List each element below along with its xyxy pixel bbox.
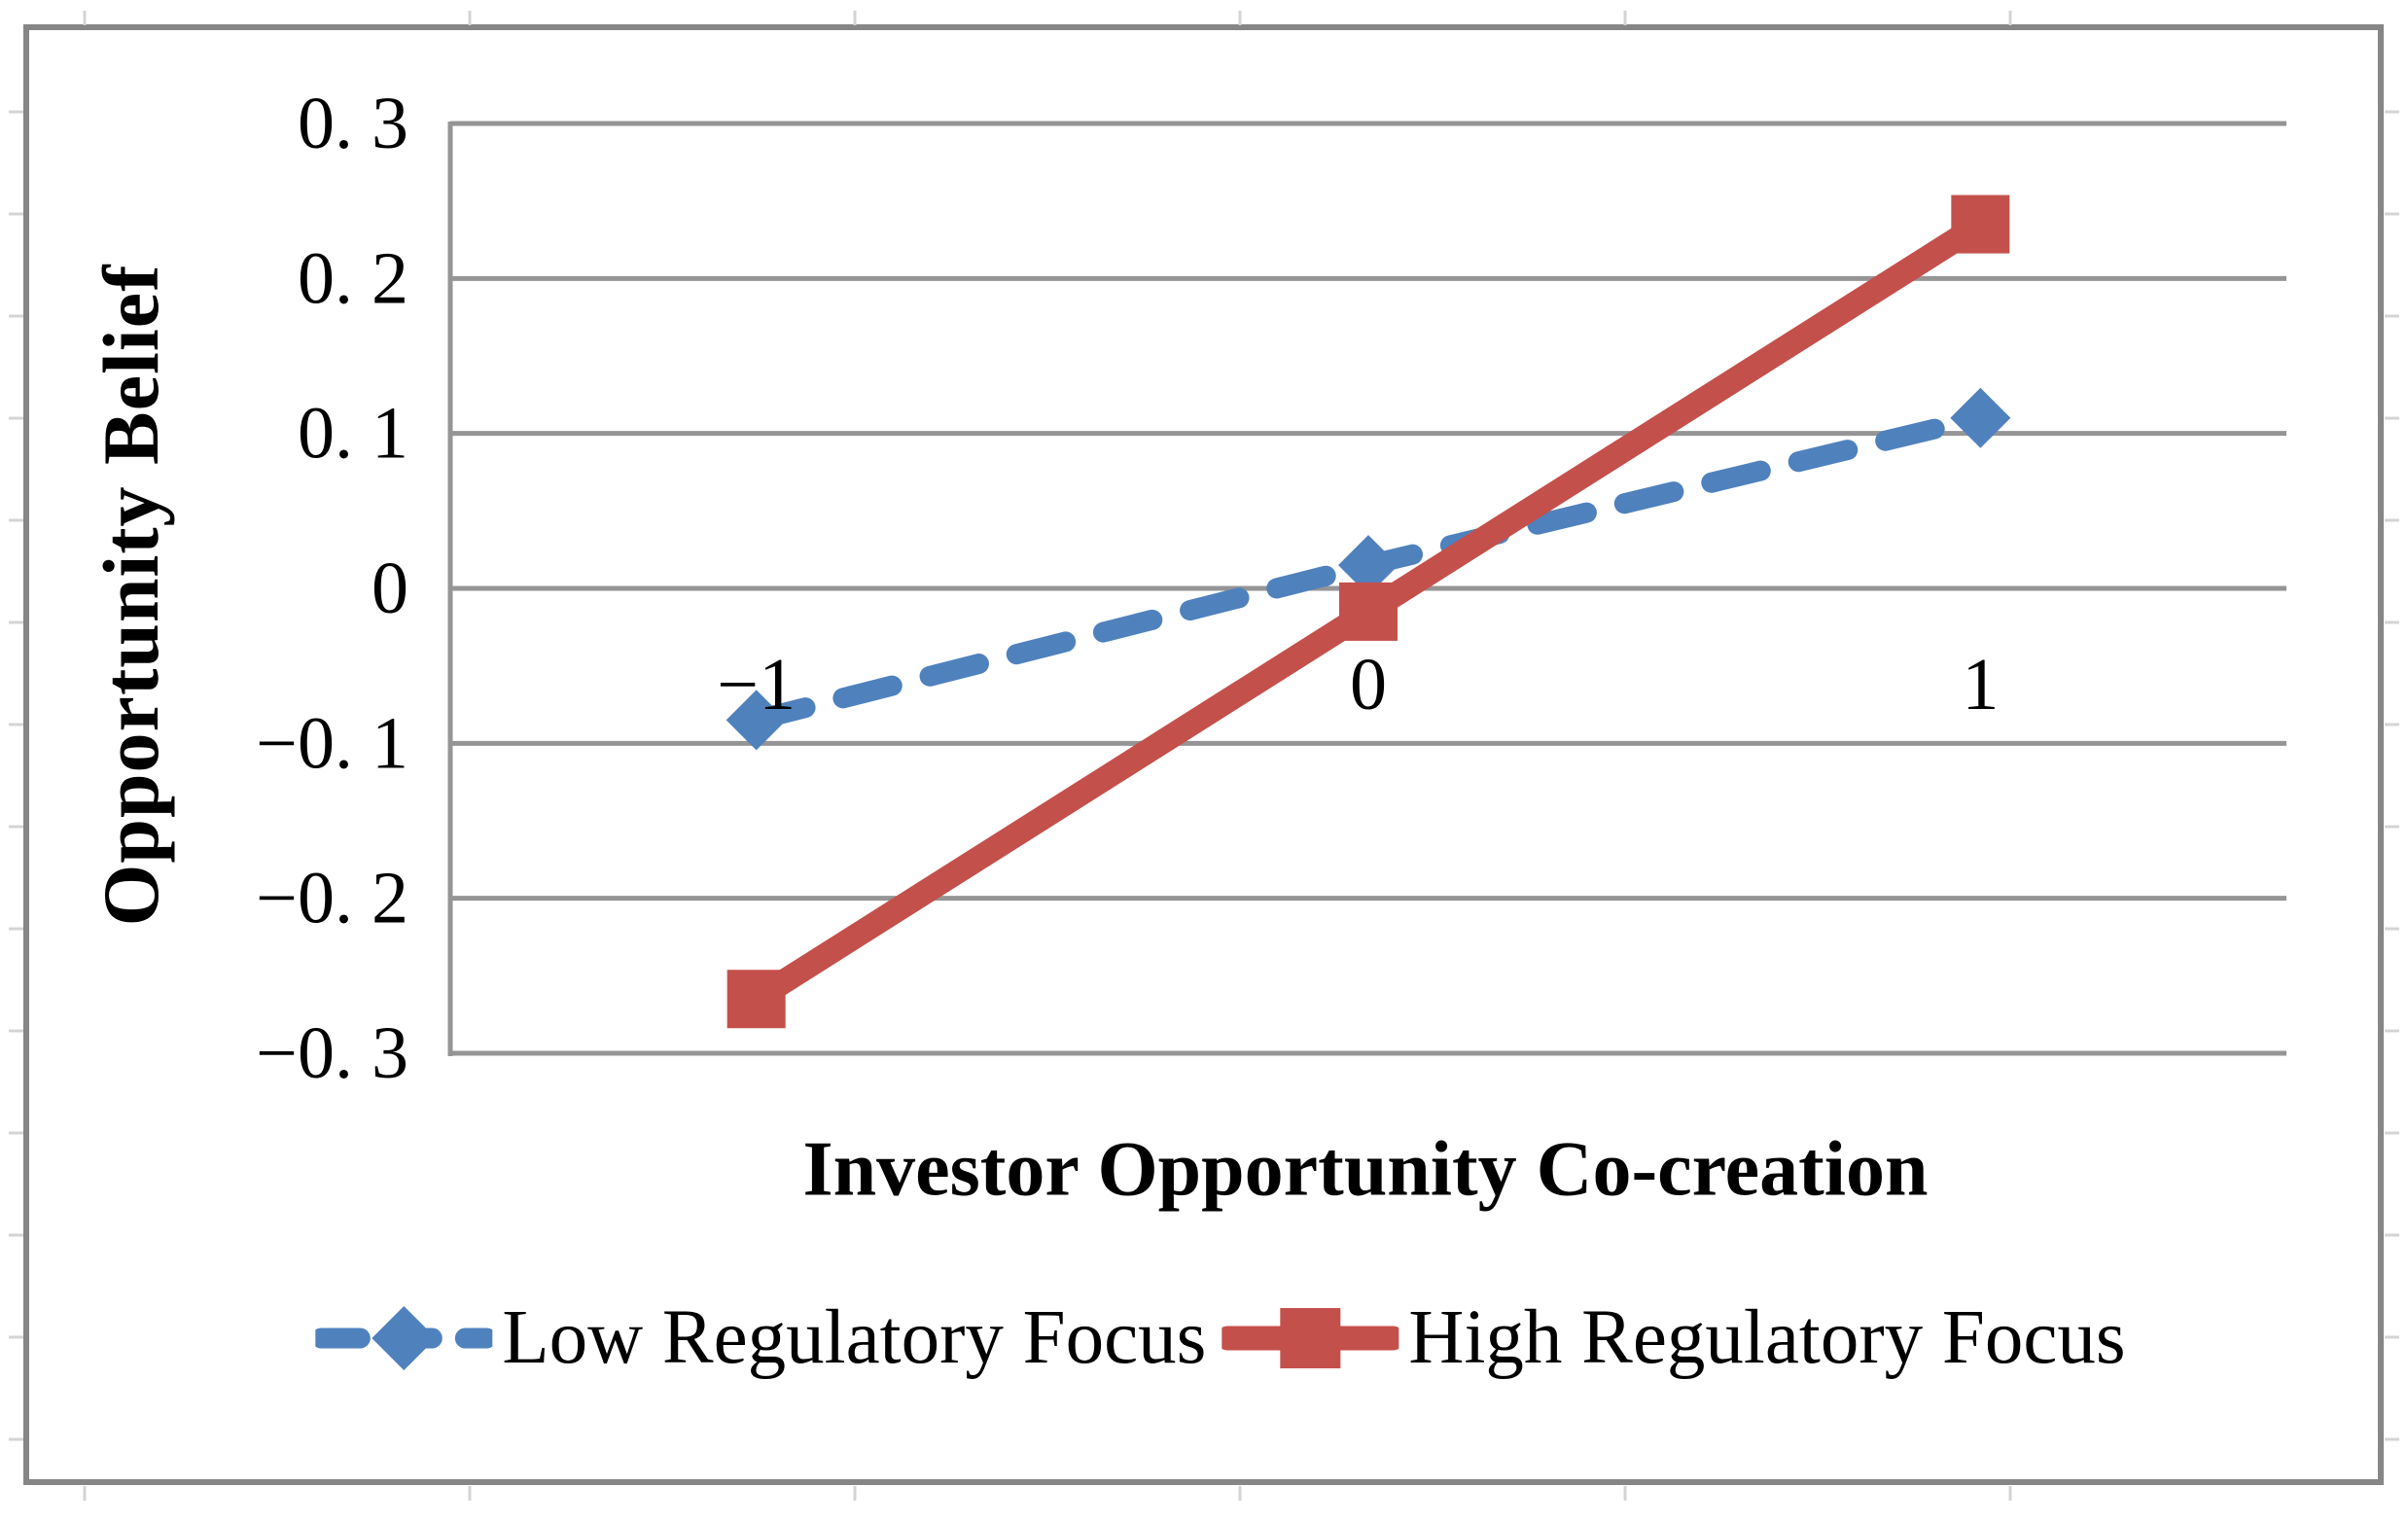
series-low [726, 387, 2011, 751]
chart-frame [23, 24, 2384, 1485]
svg-text:0: 0 [1350, 644, 1387, 726]
cell-boundary-ticks [9, 11, 2399, 1501]
svg-text:−0. 3: −0. 3 [256, 1012, 408, 1094]
series-high [726, 195, 2010, 1029]
legend-marker-high-icon [1222, 1308, 1399, 1368]
svg-text:−0. 1: −0. 1 [256, 702, 408, 784]
legend-item-high: High Regulatory Focus [1222, 1294, 2126, 1382]
svg-text:−0. 2: −0. 2 [256, 858, 408, 939]
legend-label-low: Low Regulatory Focus [502, 1295, 1207, 1380]
svg-text:1: 1 [1962, 644, 1999, 726]
legend-marker-low-icon [315, 1306, 493, 1370]
legend-item-low: Low Regulatory Focus [315, 1294, 1206, 1382]
x-axis-title: Investor Opportunity Co-creation [802, 1126, 1929, 1213]
svg-text:0. 3: 0. 3 [298, 83, 408, 164]
y-tick-labels: 0. 3 0. 2 0. 1 0 −0. 1 −0. 2 −0. 3 [256, 83, 408, 1094]
svg-text:−1: −1 [717, 644, 796, 726]
svg-text:0. 1: 0. 1 [298, 393, 408, 475]
svg-text:0: 0 [372, 548, 408, 629]
x-tick-labels: −1 0 1 [717, 644, 1999, 726]
y-axis-title: Opportunity Belief [87, 264, 175, 927]
legend-label-high: High Regulatory Focus [1408, 1295, 2126, 1380]
svg-text:0. 2: 0. 2 [298, 237, 408, 319]
chart-legend: Low Regulatory Focus High Regulatory Foc… [315, 1294, 2126, 1382]
gridlines [450, 121, 2286, 1056]
